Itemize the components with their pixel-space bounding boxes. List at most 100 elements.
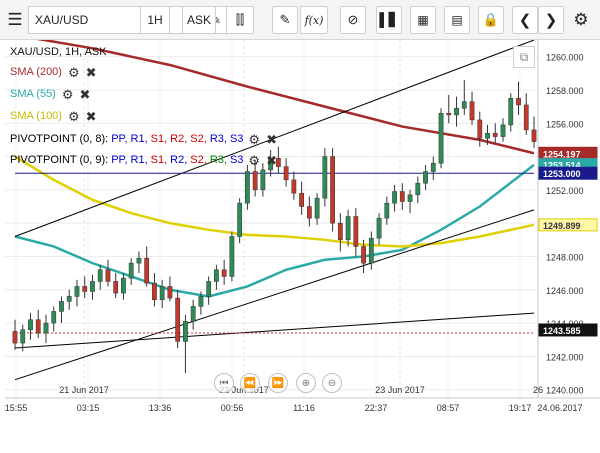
symbol-label: XAU/USD [35, 13, 89, 27]
y-tick-label: 1260.000 [546, 53, 584, 63]
price-side-button[interactable]: ASK [182, 6, 216, 34]
candle-body [66, 296, 72, 302]
bar-chart-icon[interactable]: ▌▋ [376, 6, 402, 34]
close-icon[interactable]: ✖ [85, 108, 97, 124]
gear-icon[interactable]: ⚙ [67, 108, 80, 124]
trend-line [14, 209, 535, 381]
indicator-sma100[interactable]: SMA (100) ⚙ ✖ [10, 108, 103, 124]
y-tick-label: 1252.000 [546, 186, 584, 196]
candle-body [500, 124, 506, 137]
trend-line [14, 40, 535, 237]
candle-body [229, 236, 235, 277]
gear-icon[interactable]: ⚙ [248, 152, 261, 168]
copy-icon[interactable]: ⧉ [513, 46, 535, 68]
candle-body [268, 157, 274, 171]
candle-body [438, 113, 444, 164]
pivot-item-r1: R1, [130, 133, 148, 145]
candlestick-icon[interactable]: ⫿⫿ [226, 6, 254, 34]
trend-line [14, 312, 535, 349]
price-label: 1249.899 [543, 221, 581, 231]
eraser-icon[interactable]: ⊘ [340, 6, 366, 34]
chevron-right-icon[interactable]: ❯ [538, 6, 564, 34]
indicator-pivot-9[interactable]: PIVOTPOINT (0, 9): PP, R1, S1, R2, S2, R… [10, 152, 283, 168]
candle-body [136, 257, 142, 264]
calendar-icon[interactable]: ▦ [410, 6, 436, 34]
zoom-in-icon[interactable]: ⊕ [296, 373, 316, 393]
candle-body [175, 297, 181, 342]
candle-body [252, 171, 258, 191]
candle-body [330, 156, 335, 224]
x-tick-label: 11:16 [293, 403, 315, 413]
y-tick-label: 1240.000 [546, 386, 584, 396]
y-tick-label: 1256.000 [546, 119, 584, 129]
price-label: 1243.585 [543, 326, 581, 336]
price-chart[interactable]: 1240.0001242.0001244.0001246.0001248.000… [0, 40, 600, 453]
indicator-sma55[interactable]: SMA (55) ⚙ ✖ [10, 86, 96, 102]
candle-body [531, 129, 537, 142]
step-forward-icon[interactable]: ⏩ [268, 373, 288, 393]
candle-body [128, 262, 134, 279]
zoom-out-icon[interactable]: ⊖ [322, 373, 342, 393]
candle-body [446, 113, 452, 116]
price-label-box [538, 218, 598, 232]
candle-body [35, 319, 41, 334]
y-tick-label: 1246.000 [546, 286, 584, 296]
candle-body [516, 98, 521, 106]
candle-body [237, 202, 243, 237]
candle-body [399, 191, 405, 202]
chart-title: XAU/USD, 1H, ASK [10, 46, 107, 58]
candle-body [477, 119, 483, 139]
menu-icon[interactable]: ☰ [7, 10, 23, 29]
step-back-icon[interactable]: ⏪ [240, 373, 260, 393]
candle-body [59, 301, 64, 312]
candle-body [523, 104, 529, 131]
x-tick-label: 08:57 [437, 403, 460, 413]
gear-icon[interactable]: ⚙ [248, 131, 261, 147]
pencil-icon[interactable]: ✎ [272, 6, 298, 34]
pivot-prefix: PIVOTPOINT (0, 9): [10, 154, 109, 166]
x-tick-label: 22:37 [365, 403, 388, 413]
candle-body [423, 171, 428, 184]
close-icon[interactable]: ✖ [266, 152, 277, 168]
candle-body [322, 156, 328, 199]
skip-first-icon[interactable]: ⏮ [214, 373, 234, 393]
price-label-box [538, 166, 598, 180]
price-label: 1254.197 [543, 149, 581, 159]
candle-body [43, 322, 49, 334]
pivot-item-s3: S3 [229, 154, 244, 166]
candle-body [283, 166, 289, 181]
pivot-item-pp: PP, [111, 133, 128, 145]
pivot-item-pp: PP, [111, 154, 128, 166]
candle-body [20, 329, 26, 344]
chevron-left-icon[interactable]: ❮ [512, 6, 538, 34]
calculator-icon[interactable]: ▤ [444, 6, 470, 34]
pivot-item-s1: S1, [150, 133, 168, 145]
candle-body [415, 182, 421, 196]
gear-icon[interactable]: ⚙ [573, 10, 589, 29]
candle-body [159, 286, 165, 301]
indicator-label: SMA (200) [10, 66, 62, 78]
timeframe-button[interactable]: 1H [140, 6, 170, 34]
candle-body [198, 296, 204, 307]
y-tick-label: 1242.000 [546, 352, 584, 362]
indicator-sma200[interactable]: SMA (200) ⚙ ✖ [10, 64, 103, 80]
candle-body [461, 101, 467, 109]
indicator-pivot-8[interactable]: PIVOTPOINT (0, 8): PP, R1, S1, R2, S2, R… [10, 131, 283, 147]
indicator-label: SMA (55) [10, 88, 56, 100]
candle-body [190, 306, 196, 322]
x-tick-label: 00:56 [221, 403, 244, 413]
candle-body [206, 281, 212, 297]
close-icon[interactable]: ✖ [79, 86, 91, 102]
pivot-item-r3: R3, [209, 154, 227, 166]
candle-body [152, 282, 157, 301]
gear-icon[interactable]: ⚙ [61, 86, 74, 102]
candle-body [314, 197, 320, 219]
close-icon[interactable]: ✖ [266, 131, 277, 147]
function-button[interactable]: f(x) [300, 6, 328, 34]
close-icon[interactable]: ✖ [85, 64, 97, 80]
candle-body [12, 331, 18, 344]
candle-body [105, 269, 111, 282]
lock-icon[interactable]: 🔒 [478, 6, 504, 34]
gear-icon[interactable]: ⚙ [67, 64, 80, 80]
candle-body [430, 162, 436, 172]
